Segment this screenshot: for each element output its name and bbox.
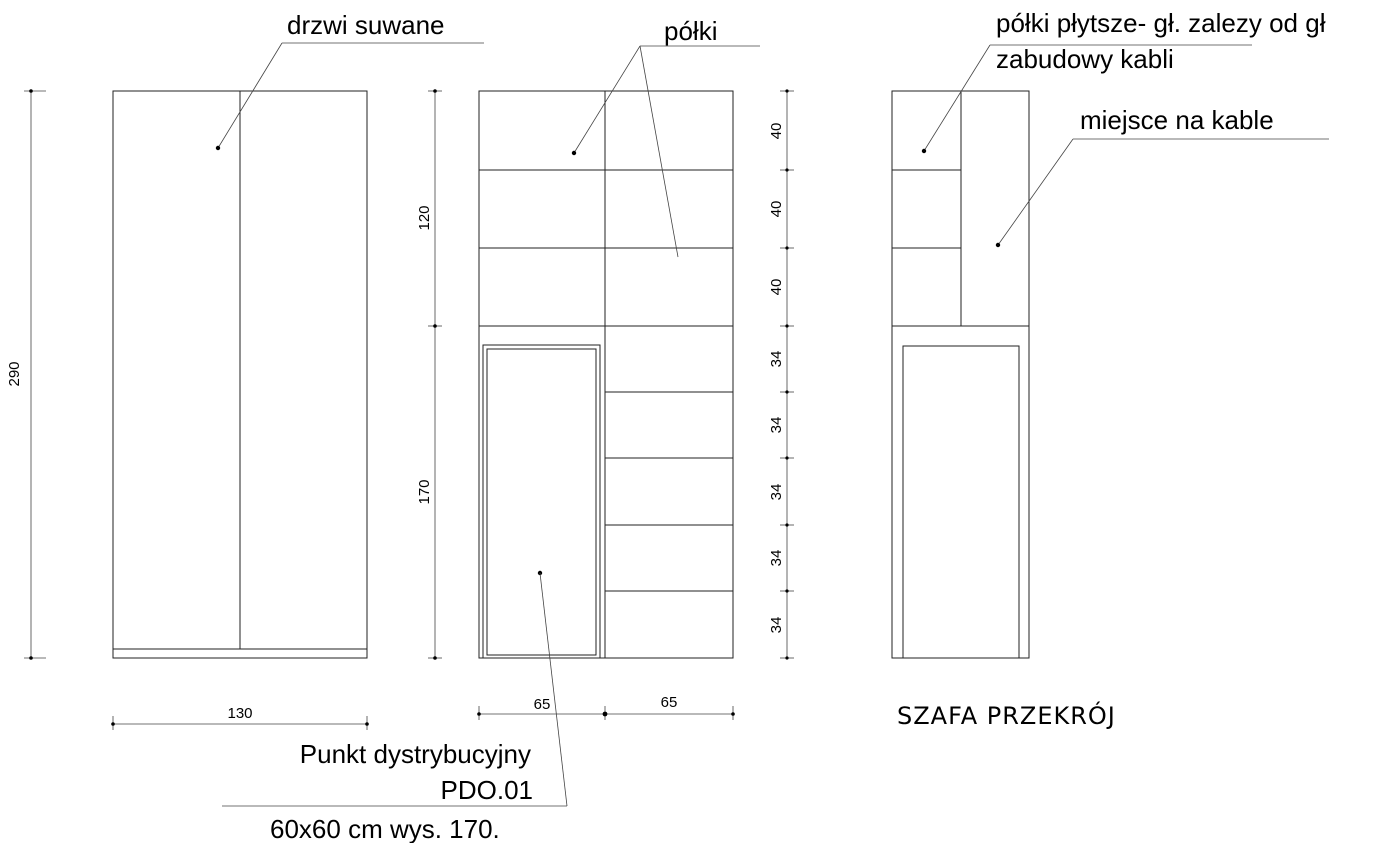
dim-lower-shelf-5: 34 xyxy=(768,617,785,634)
label-shallow-shelves: półki płytsze- gł. zalezy od gł zabudowy… xyxy=(921,8,1326,154)
section-view xyxy=(891,90,1030,659)
dim-shelf-heights: 40 40 40 34 34 34 34 34 xyxy=(768,89,794,660)
dim-lower-shelf-4: 34 xyxy=(768,550,785,567)
dim-upper-shelf-3: 40 xyxy=(768,279,785,296)
dim-lower-shelf-1: 34 xyxy=(768,351,785,368)
dim-lower-height-text: 170 xyxy=(416,479,433,504)
dim-upper-height-text: 120 xyxy=(416,205,433,230)
door-bottom-strip xyxy=(112,648,368,659)
dim-upper-shelf-2: 40 xyxy=(768,201,785,218)
label-cable-space: miejsce na kable xyxy=(995,105,1329,248)
label-sliding-doors-text: drzwi suwane xyxy=(287,10,445,40)
section-title: SZAFA PRZEKRÓJ xyxy=(897,700,1116,730)
label-shelves-text: półki xyxy=(664,16,717,46)
dim-lower-shelf-3: 34 xyxy=(768,484,785,501)
dim-interior-widths: 65 65 xyxy=(477,694,735,720)
dim-right-width-text: 65 xyxy=(661,694,678,711)
label-distribution-point: Punkt dystrybucyjny PDO.01 60x60 cm wys.… xyxy=(222,570,568,843)
section-equipment-box xyxy=(902,345,1020,659)
label-shallow-shelves-line2: zabudowy kabli xyxy=(996,44,1174,74)
distribution-point-box xyxy=(486,348,597,656)
dim-lower-shelf-2: 34 xyxy=(768,417,785,434)
distribution-point-frame xyxy=(482,344,601,659)
label-dist-point-line3: 60x60 cm wys. 170. xyxy=(270,814,500,843)
interior-view xyxy=(478,90,734,659)
front-view xyxy=(112,90,368,659)
label-dist-point-line1: Punkt dystrybucyjny xyxy=(300,739,531,769)
dim-left-width-text: 65 xyxy=(534,696,551,713)
label-shallow-shelves-line1: półki płytsze- gł. zalezy od gł xyxy=(996,8,1326,38)
dim-total-height-text: 290 xyxy=(6,361,23,386)
dim-interior-heights: 120 170 xyxy=(416,89,442,660)
dim-total-height: 290 xyxy=(6,89,46,660)
dim-front-width-text: 130 xyxy=(227,705,252,722)
label-sliding-doors: drzwi suwane xyxy=(215,10,484,151)
dim-upper-shelf-1: 40 xyxy=(768,123,785,140)
label-cable-space-text: miejsce na kable xyxy=(1080,105,1274,135)
dim-front-width: 130 xyxy=(111,705,369,730)
label-shelves: półki xyxy=(571,16,760,258)
label-dist-point-line2: PDO.01 xyxy=(441,775,534,805)
